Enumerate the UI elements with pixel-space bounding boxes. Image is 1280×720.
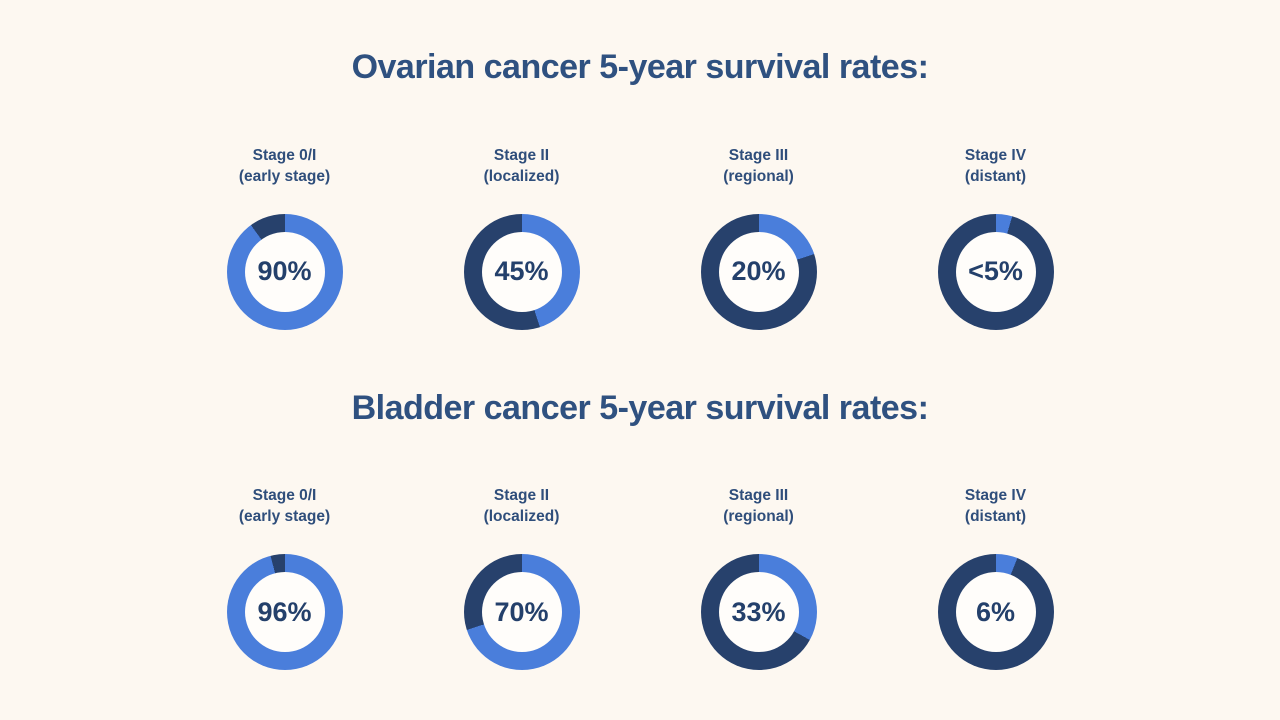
donut-hole: 90% [244,231,325,312]
stage-label: Stage II (localized) [484,145,560,187]
stage-label: Stage III (regional) [723,485,794,527]
percent-label: 6% [975,596,1016,627]
donut-chart: 70% [463,554,580,670]
stage-name: Stage 0/I [252,146,317,164]
stage-label: Stage III (regional) [723,145,794,187]
stage-name: Stage II [493,487,550,504]
donut-chart: <5% [937,213,1054,330]
donut-hole: 45% [481,231,562,312]
donut-hole: 20% [718,231,799,312]
chart-column-stage3: Stage III (regional) 20% [640,145,877,330]
stage-qualifier: (early stage) [238,508,331,525]
percent-label: <5% [968,256,1023,286]
donut-chart: 45% [463,213,580,330]
percent-label: 20% [731,256,786,286]
stage-qualifier: (distant) [964,167,1027,185]
stage-label: Stage IV (distant) [965,145,1026,187]
chart-column-stage3: Stage III (regional) 33% [640,485,877,670]
stage-qualifier: (localized) [483,508,560,525]
stage-qualifier: (distant) [964,508,1027,525]
section-ovarian: Ovarian cancer 5-year survival rates: St… [0,0,1280,330]
donut-chart: 96% [226,554,343,670]
section-title-bladder: Bladder cancer 5-year survival rates: [351,388,929,427]
stage-qualifier: (localized) [483,167,560,185]
donut-hole: 6% [955,572,1036,652]
chart-column-stage0: Stage 0/I (early stage) 96% [166,485,403,670]
percent-label: 45% [494,256,549,286]
donut-chart: 90% [226,213,343,330]
percent-label: 90% [257,256,312,286]
stage-qualifier: (early stage) [238,167,331,185]
stage-qualifier: (regional) [723,508,794,525]
donut-hole: <5% [955,231,1036,312]
section-title-ovarian: Ovarian cancer 5-year survival rates: [351,48,929,86]
section-bladder: Bladder cancer 5-year survival rates: St… [0,330,1280,670]
stage-label: Stage 0/I (early stage) [239,485,330,527]
stage-name: Stage IV [964,487,1027,504]
stage-qualifier: (regional) [723,167,794,185]
stage-label: Stage IV (distant) [965,485,1026,527]
charts-row-ovarian: Stage 0/I (early stage) 90% Stage II (lo… [166,145,1114,330]
donut-chart: 6% [937,554,1054,670]
percent-label: 33% [731,596,786,627]
chart-column-stage4: Stage IV (distant) 6% [877,485,1114,670]
donut-chart: 20% [700,213,817,330]
donut-chart: 33% [700,554,817,670]
donut-hole: 70% [481,572,562,652]
stage-label: Stage 0/I (early stage) [239,145,330,187]
stage-label: Stage II (localized) [484,485,560,527]
stage-name: Stage III [728,487,789,504]
stage-name: Stage 0/I [252,487,317,504]
percent-label: 70% [494,596,549,627]
chart-column-stage0: Stage 0/I (early stage) 90% [166,145,403,330]
chart-column-stage4: Stage IV (distant) <5% [877,145,1114,330]
chart-column-stage2: Stage II (localized) 45% [403,145,640,330]
stage-name: Stage II [493,146,550,164]
percent-label: 96% [257,596,312,627]
stage-name: Stage IV [964,146,1027,164]
stage-name: Stage III [728,146,789,164]
charts-row-bladder: Stage 0/I (early stage) 96% Stage II (lo… [166,485,1114,670]
donut-hole: 96% [244,572,325,652]
donut-hole: 33% [718,572,799,652]
chart-column-stage2: Stage II (localized) 70% [403,485,640,670]
